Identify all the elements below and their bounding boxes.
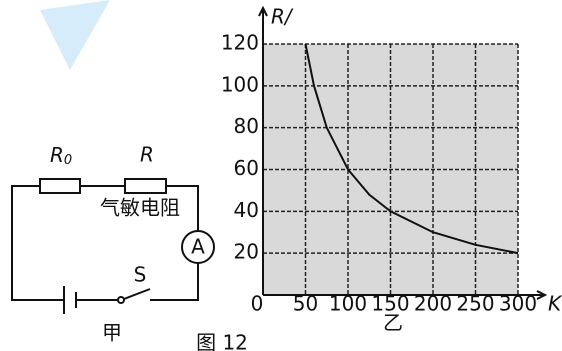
x-axis-label: K: [548, 292, 562, 316]
curve: [304, 43, 519, 255]
y-tick-label: 100: [221, 72, 259, 96]
y-tick-label: 60: [234, 156, 259, 180]
resistor-r: [124, 178, 167, 194]
figure-caption: 图 12: [196, 331, 248, 351]
y-tick-label: 80: [234, 114, 259, 138]
y-tick-label: 120: [221, 31, 259, 55]
switch-blade: [123, 288, 151, 300]
r0-subscript: 0: [64, 153, 72, 168]
chart-caption: 乙: [383, 311, 403, 335]
y-tick-label: 20: [234, 240, 259, 264]
circuit-caption: 甲: [102, 321, 122, 345]
r-label: R: [140, 143, 154, 167]
y-tick-label: 40: [234, 198, 259, 222]
ammeter: [181, 230, 215, 264]
circuit: R0 R 气敏电阻 A S 甲: [11, 143, 215, 345]
r0-label: R0: [50, 143, 72, 168]
y-axis-label: R/: [271, 5, 294, 29]
x-arrow: [536, 290, 548, 300]
r0-symbol: R: [50, 143, 64, 167]
y-arrow: [258, 5, 268, 17]
ammeter-label: A: [191, 235, 205, 259]
origin-label: 0: [251, 292, 264, 316]
switch-label: S: [134, 263, 147, 287]
resistor-r0: [39, 178, 81, 194]
watermark: [40, 0, 110, 70]
r-description: 气敏电阻: [100, 196, 180, 220]
wire: [11, 185, 199, 301]
switch-pivot: [117, 296, 125, 304]
